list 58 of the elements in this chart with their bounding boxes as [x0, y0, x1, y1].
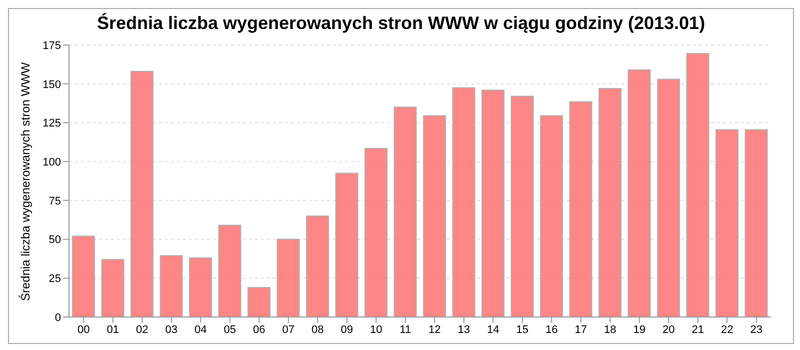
bar	[628, 69, 651, 317]
bar	[248, 286, 271, 317]
x-tick-label: 04	[194, 324, 207, 336]
x-tick-label: 19	[633, 324, 646, 336]
x-tick-label: 03	[165, 324, 178, 336]
bar	[744, 129, 768, 317]
x-tick-label: 20	[662, 324, 675, 336]
x-tick-label: 10	[370, 324, 382, 336]
x-tick-label: 08	[312, 324, 324, 336]
y-tick-label: 0	[54, 312, 61, 324]
x-tick-label: 07	[282, 324, 294, 336]
x-tick-label: 12	[428, 324, 441, 336]
bar	[306, 215, 330, 317]
bar	[482, 90, 505, 317]
x-tick-label: 22	[721, 324, 734, 336]
bar	[189, 257, 212, 317]
bar	[72, 236, 96, 317]
x-tick-label: 16	[546, 324, 558, 336]
x-tick-label: 17	[574, 324, 587, 336]
bar	[598, 88, 622, 317]
chart-title: Średnia liczba wygenerowanych stron WWW w ciągu godziny (2013.01)	[96, 13, 706, 35]
bar	[510, 96, 534, 317]
x-tick-label: 02	[136, 324, 148, 336]
y-axis-title: Średnia liczba wygenerowanych stron WWW	[18, 62, 32, 301]
bar	[657, 78, 680, 317]
x-tick-label: 15	[516, 324, 528, 336]
x-tick-label: 06	[253, 324, 266, 336]
x-tick-label: 00	[78, 324, 90, 336]
x-tick-label: 21	[692, 324, 704, 336]
bar	[423, 115, 446, 317]
bar	[101, 258, 124, 317]
bar	[716, 129, 739, 317]
y-tick-label: 175	[42, 40, 61, 52]
y-tick-label: 125	[42, 118, 61, 130]
bar	[218, 224, 242, 317]
x-tick-label: 05	[224, 324, 236, 336]
bar	[160, 255, 183, 317]
bar	[335, 172, 358, 317]
bar	[364, 148, 388, 317]
bar	[130, 70, 154, 317]
x-tick-label: 01	[106, 324, 119, 336]
bar	[686, 53, 710, 317]
bar	[394, 106, 417, 317]
bar	[452, 87, 476, 317]
bar	[569, 101, 592, 317]
y-tick-label: 150	[42, 78, 61, 91]
bar	[540, 115, 564, 317]
y-tick-label: 50	[48, 234, 61, 246]
x-tick-label: 23	[750, 324, 762, 336]
y-tick-label: 25	[48, 273, 61, 286]
x-tick-label: 13	[458, 324, 470, 336]
y-tick-label: 100	[42, 156, 61, 168]
y-tick-label: 75	[48, 195, 61, 208]
x-tick-label: 18	[604, 324, 616, 336]
x-tick-label: 11	[400, 324, 412, 336]
x-tick-label: 14	[487, 324, 500, 336]
x-tick-label: 09	[340, 324, 353, 336]
bar	[276, 238, 300, 317]
